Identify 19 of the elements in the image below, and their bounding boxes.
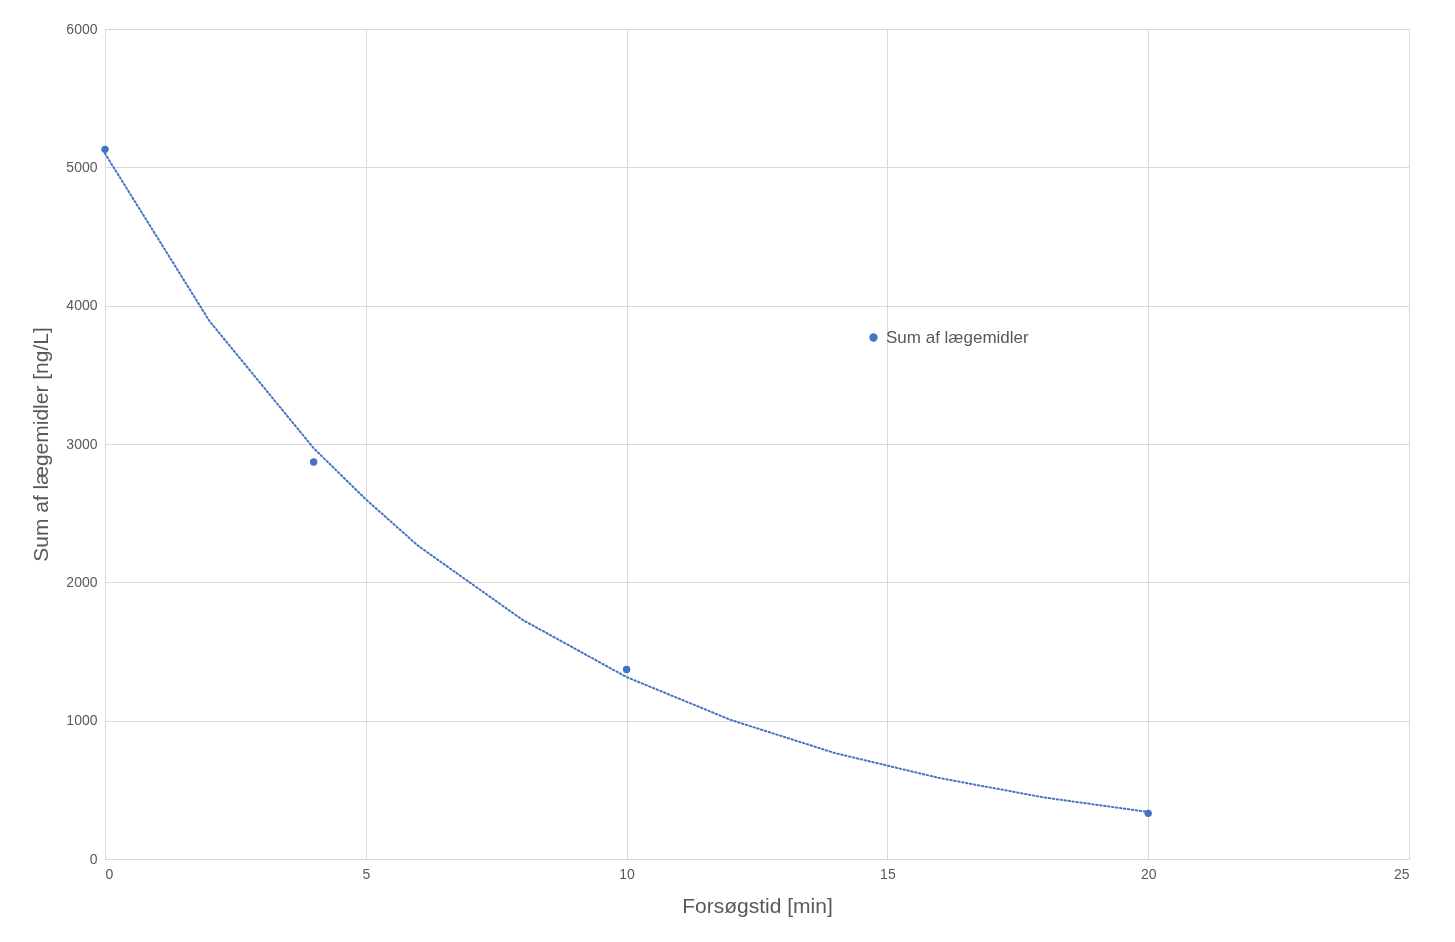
x-tick-label: 15 [880, 865, 896, 882]
y-tick-label: 6000 [66, 20, 98, 37]
y-tick-label: 2000 [66, 573, 98, 590]
point [622, 665, 631, 674]
x-axis-title: Forsøgstid [min] [682, 893, 833, 917]
y-tick-label: 4000 [66, 297, 98, 314]
x-tick-label: 25 [1393, 865, 1410, 882]
point [309, 458, 318, 466]
y-tick-label: 3000 [66, 435, 98, 452]
y-tick-label: 5000 [66, 158, 98, 175]
x-tick-label: 5 [362, 865, 371, 882]
y-tick-label: 0 [89, 850, 98, 867]
y-tick-label: 1000 [66, 712, 98, 729]
y-axis-title: Sum af lægemidler [ng/L] [29, 327, 53, 562]
x-tick-label: 10 [619, 865, 636, 882]
x-tick-label: 20 [1140, 865, 1157, 882]
legend-label: Sum af lægemidler [886, 327, 1029, 347]
point [101, 145, 109, 154]
x-tick-label: 0 [105, 865, 114, 882]
